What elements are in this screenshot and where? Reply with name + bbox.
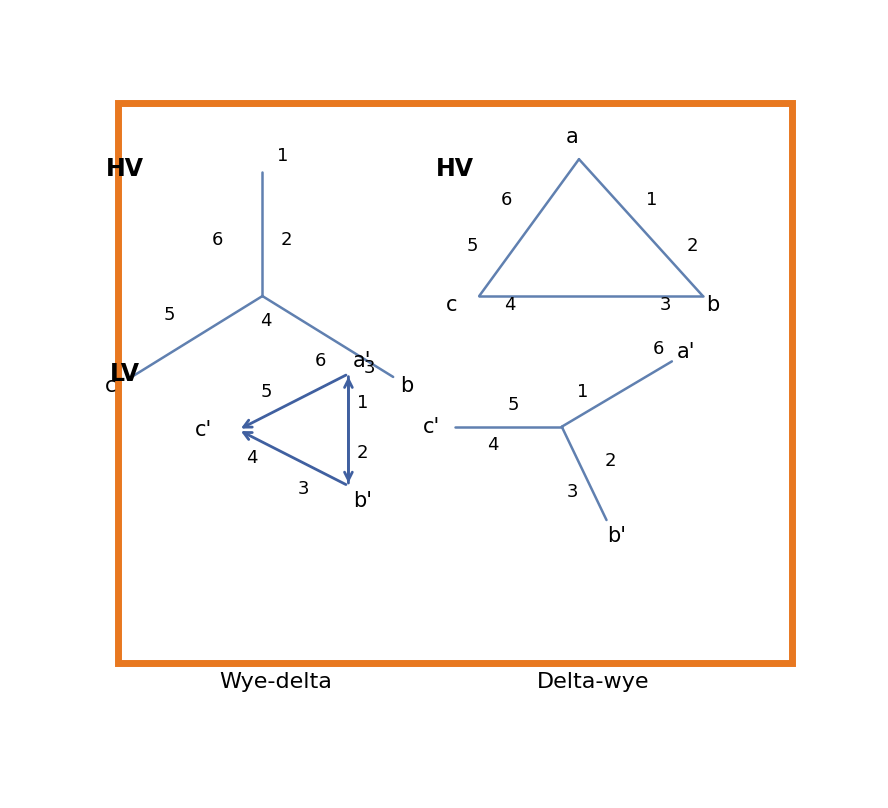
Text: 4: 4 xyxy=(488,436,499,454)
Text: 2: 2 xyxy=(604,452,615,470)
Text: Delta-wye: Delta-wye xyxy=(536,671,649,692)
Text: b': b' xyxy=(353,491,372,511)
Text: b': b' xyxy=(607,525,626,545)
Text: 2: 2 xyxy=(686,238,698,255)
Text: c': c' xyxy=(195,420,212,440)
Text: 1: 1 xyxy=(277,147,289,165)
Text: Wye-delta: Wye-delta xyxy=(219,671,333,692)
Text: 4: 4 xyxy=(246,448,258,467)
Text: 4: 4 xyxy=(504,297,516,314)
Text: 6: 6 xyxy=(501,191,512,208)
Text: a': a' xyxy=(677,342,695,362)
Text: 6: 6 xyxy=(315,352,327,370)
Text: LV: LV xyxy=(110,362,139,386)
Text: c': c' xyxy=(423,417,440,436)
Text: a': a' xyxy=(353,351,371,372)
Text: 1: 1 xyxy=(646,191,657,208)
Text: 1: 1 xyxy=(576,384,588,402)
Text: b: b xyxy=(707,296,720,315)
Text: 2: 2 xyxy=(356,444,368,462)
Text: 5: 5 xyxy=(466,238,478,255)
Text: b: b xyxy=(400,377,414,396)
Text: HV: HV xyxy=(106,157,144,180)
Text: c: c xyxy=(106,377,116,396)
Text: 2: 2 xyxy=(281,231,292,249)
Text: c: c xyxy=(446,296,457,315)
Text: 1: 1 xyxy=(356,394,368,412)
Text: HV: HV xyxy=(436,157,474,180)
Text: 5: 5 xyxy=(260,384,272,402)
Text: 5: 5 xyxy=(163,305,175,324)
Text: 6: 6 xyxy=(212,231,224,249)
Text: 5: 5 xyxy=(508,396,519,414)
Text: 4: 4 xyxy=(260,312,272,330)
Text: 3: 3 xyxy=(298,480,309,498)
Text: 3: 3 xyxy=(363,359,375,377)
Text: 3: 3 xyxy=(659,297,670,314)
Text: 6: 6 xyxy=(653,340,664,358)
Text: a: a xyxy=(566,128,578,147)
Text: 3: 3 xyxy=(567,483,578,501)
